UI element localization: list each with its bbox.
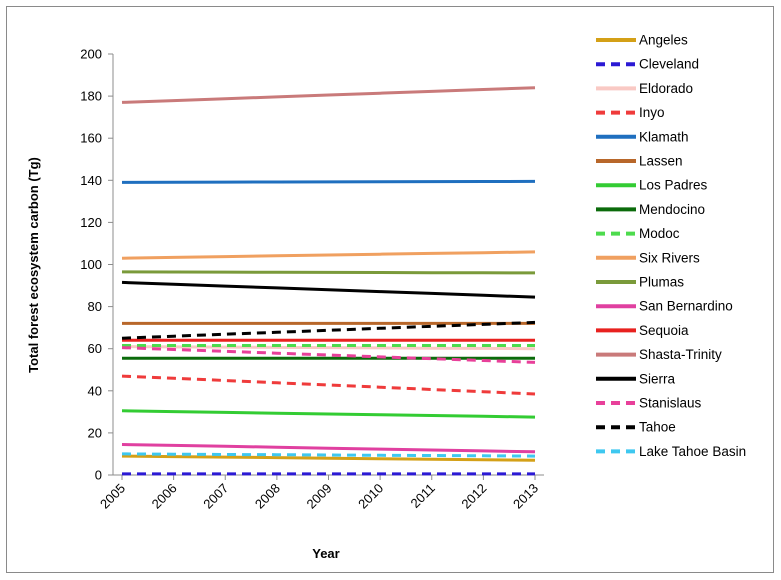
legend-label-lassen: Lassen (639, 154, 683, 169)
legend-label-sequoia: Sequoia (639, 323, 689, 338)
series-line-san-bernardino (121, 443, 536, 454)
y-tick-label: 100 (80, 257, 102, 272)
series-line-los-padres (121, 409, 536, 419)
series-line-inyo (121, 374, 536, 396)
legend-label-sierra: Sierra (639, 371, 676, 386)
y-tick-label: 40 (88, 383, 102, 398)
legend-label-lake-tahoe-basin: Lake Tahoe Basin (639, 444, 746, 459)
y-tick-label: 180 (80, 89, 102, 104)
x-tick-label: 2013 (510, 481, 541, 512)
x-tick-label: 2011 (407, 481, 437, 511)
x-tick-label: 2006 (149, 481, 180, 512)
x-axis-label: Year (312, 546, 339, 561)
x-tick-label: 2010 (355, 481, 386, 512)
legend: Angeles Cleveland Eldorado Inyo Klamath Lasse… (596, 33, 746, 459)
y-tick-label: 160 (80, 131, 102, 146)
y-tick-label: 200 (80, 47, 102, 62)
series-line-tahoe (121, 320, 536, 340)
legend-label-eldorado: Eldorado (639, 81, 693, 96)
y-tick-label: 140 (80, 173, 102, 188)
y-tick-label: 80 (88, 299, 102, 314)
legend-label-shasta-trinity: Shasta-Trinity (639, 347, 722, 362)
legend-label-san-bernardino: San Bernardino (639, 299, 733, 314)
legend-label-stanislaus: Stanislaus (639, 396, 702, 411)
series-line-klamath (121, 179, 536, 184)
series-line-angeles (121, 454, 536, 462)
series-line-sierra (121, 280, 536, 299)
legend-label-angeles: Angeles (639, 33, 688, 48)
legend-label-plumas: Plumas (639, 275, 684, 290)
y-tick-label: 60 (88, 341, 102, 356)
legend-label-mendocino: Mendocino (639, 202, 705, 217)
legend-label-modoc: Modoc (639, 226, 680, 241)
x-tick-label: 2007 (200, 481, 231, 512)
legend-label-inyo: Inyo (639, 105, 665, 120)
legend-label-cleveland: Cleveland (639, 57, 699, 72)
series-line-plumas (121, 270, 536, 275)
x-tick-label: 2008 (252, 481, 283, 512)
x-tick-label: 2009 (304, 481, 335, 512)
y-tick-label: 20 (88, 425, 102, 440)
plot-area: 0 20 40 60 80 100 120 140 160 180 200 2005 2006 2007 2… (80, 47, 544, 512)
x-tick-label: 2005 (97, 481, 128, 512)
y-axis-label: Total forest ecosystem carbon (Tg) (26, 157, 41, 373)
x-tick-label: 2012 (458, 481, 489, 512)
y-tick-label: 0 (95, 468, 102, 483)
series-line-lake-tahoe-basin (121, 452, 536, 458)
series-line-shasta-trinity (121, 86, 536, 104)
legend-label-klamath: Klamath (639, 129, 689, 144)
series-line-stanislaus (121, 346, 536, 364)
series-line-six-rivers (121, 250, 536, 260)
legend-label-tahoe: Tahoe (639, 420, 676, 435)
y-tick-label: 120 (80, 215, 102, 230)
legend-label-six-rivers: Six Rivers (639, 250, 700, 265)
legend-label-los-padres: Los Padres (639, 178, 708, 193)
